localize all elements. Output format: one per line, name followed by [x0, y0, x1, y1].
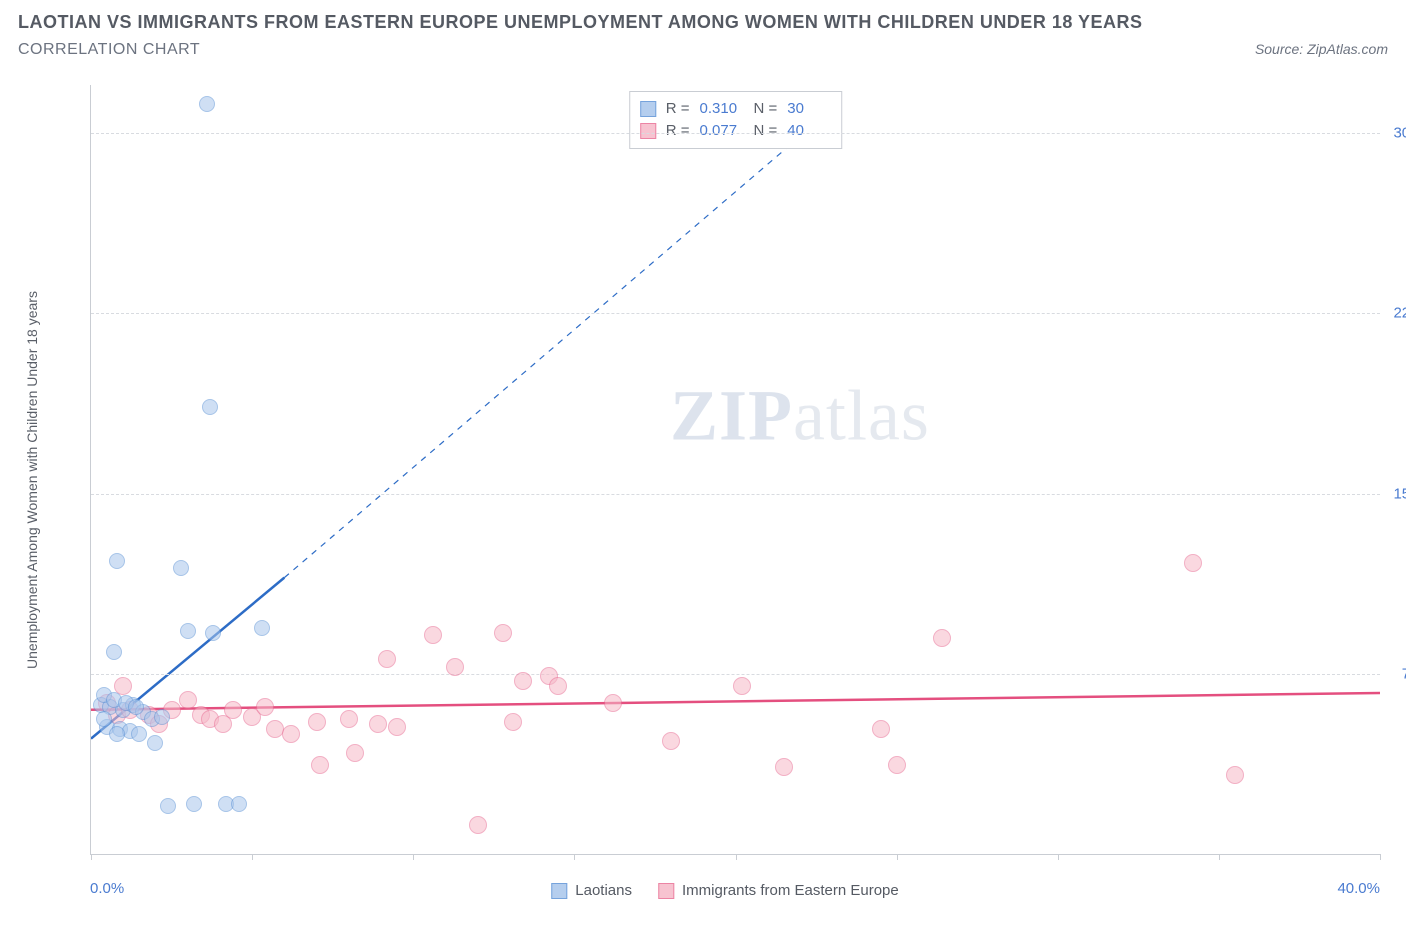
data-point [106, 644, 122, 660]
data-point [186, 796, 202, 812]
data-point [933, 629, 951, 647]
data-point [109, 726, 125, 742]
data-point [224, 701, 242, 719]
data-point [872, 720, 890, 738]
correlation-legend: R = 0.310 N = 30 R = 0.077 N = 40 [629, 91, 843, 149]
n-label: N = [754, 98, 778, 120]
data-point [199, 96, 215, 112]
y-tick-label: 7.5% [1402, 665, 1406, 682]
data-point [109, 553, 125, 569]
watermark: ZIPatlas [670, 374, 930, 457]
r-value-immigrants: 0.077 [700, 120, 744, 142]
data-point [231, 796, 247, 812]
y-axis-label: Unemployment Among Women with Children U… [24, 291, 40, 669]
data-point [202, 399, 218, 415]
series-legend: Laotians Immigrants from Eastern Europe [551, 882, 898, 899]
data-point [775, 758, 793, 776]
data-point [180, 623, 196, 639]
data-point [888, 756, 906, 774]
data-point [173, 560, 189, 576]
data-point [369, 715, 387, 733]
swatch-laotians-bottom [551, 883, 567, 899]
legend-label-immigrants: Immigrants from Eastern Europe [682, 882, 899, 899]
y-tick-label: 15.0% [1393, 485, 1406, 502]
chart-title-line1: LAOTIAN VS IMMIGRANTS FROM EASTERN EUROP… [18, 12, 1388, 33]
legend-row-immigrants: R = 0.077 N = 40 [640, 120, 832, 142]
subtitle-row: CORRELATION CHART Source: ZipAtlas.com [18, 41, 1388, 59]
legend-item-laotians: Laotians [551, 882, 632, 899]
data-point [256, 698, 274, 716]
y-tick-label: 30.0% [1393, 125, 1406, 142]
r-value-laotians: 0.310 [700, 98, 744, 120]
chart-area: Unemployment Among Women with Children U… [60, 85, 1390, 875]
data-point [254, 620, 270, 636]
x-tick [736, 854, 737, 860]
data-point [662, 732, 680, 750]
trend-line [91, 693, 1380, 710]
x-tick [91, 854, 92, 860]
data-point [549, 677, 567, 695]
swatch-laotians [640, 101, 656, 117]
swatch-immigrants-bottom [658, 883, 674, 899]
y-tick-label: 22.5% [1393, 305, 1406, 322]
data-point [1184, 554, 1202, 572]
gridline-h [91, 313, 1380, 314]
data-point [128, 699, 144, 715]
x-axis-max-label: 40.0% [1337, 880, 1380, 897]
x-tick [1219, 854, 1220, 860]
data-point [504, 713, 522, 731]
data-point [346, 744, 364, 762]
r-label: R = [666, 98, 690, 120]
gridline-h [91, 133, 1380, 134]
gridline-h [91, 674, 1380, 675]
data-point [154, 709, 170, 725]
data-point [469, 816, 487, 834]
data-point [1226, 766, 1244, 784]
x-tick [897, 854, 898, 860]
n-label: N = [754, 120, 778, 142]
x-tick [413, 854, 414, 860]
watermark-bold: ZIP [670, 375, 793, 455]
x-tick [574, 854, 575, 860]
chart-title-line2: CORRELATION CHART [18, 41, 200, 59]
data-point [733, 677, 751, 695]
data-point [388, 718, 406, 736]
data-point [311, 756, 329, 774]
data-point [340, 710, 358, 728]
n-value-laotians: 30 [787, 98, 831, 120]
r-label: R = [666, 120, 690, 142]
gridline-h [91, 494, 1380, 495]
n-value-immigrants: 40 [787, 120, 831, 142]
data-point [494, 624, 512, 642]
swatch-immigrants [640, 123, 656, 139]
chart-header: LAOTIAN VS IMMIGRANTS FROM EASTERN EUROP… [0, 0, 1406, 63]
data-point [131, 726, 147, 742]
watermark-light: atlas [793, 375, 930, 455]
x-tick [1380, 854, 1381, 860]
legend-label-laotians: Laotians [575, 882, 632, 899]
x-axis-min-label: 0.0% [90, 880, 124, 897]
data-point [378, 650, 396, 668]
data-point [514, 672, 532, 690]
x-tick [252, 854, 253, 860]
data-point [308, 713, 326, 731]
data-point [160, 798, 176, 814]
trend-line [284, 109, 832, 578]
data-point [446, 658, 464, 676]
data-point [424, 626, 442, 644]
data-point [96, 711, 112, 727]
data-point [179, 691, 197, 709]
data-point [147, 735, 163, 751]
data-point [282, 725, 300, 743]
x-tick [1058, 854, 1059, 860]
source-label: Source: ZipAtlas.com [1255, 41, 1388, 57]
legend-row-laotians: R = 0.310 N = 30 [640, 98, 832, 120]
data-point [205, 625, 221, 641]
data-point [604, 694, 622, 712]
plot-region: ZIPatlas R = 0.310 N = 30 R = 0.077 N = … [90, 85, 1380, 855]
legend-item-immigrants: Immigrants from Eastern Europe [658, 882, 899, 899]
